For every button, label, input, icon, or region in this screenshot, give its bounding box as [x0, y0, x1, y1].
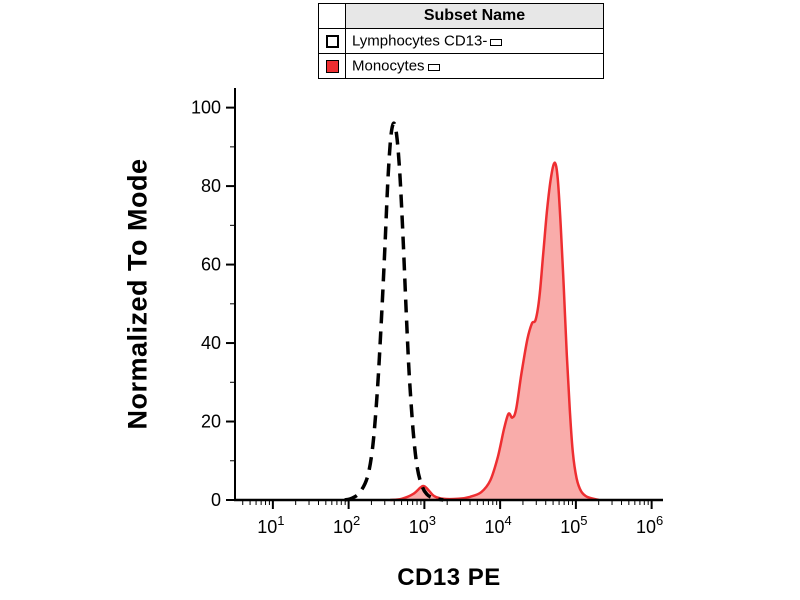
- x-tick-label: 102: [333, 513, 360, 537]
- monocytes-label-cell: Monocytes: [345, 53, 604, 79]
- legend-header-row: Subset Name: [318, 3, 604, 29]
- y-tick-label: 0: [211, 490, 221, 510]
- series-monocytes-line: [390, 161, 599, 502]
- monocytes-count-box: [427, 64, 440, 72]
- series-monocytes-fill: [390, 162, 599, 500]
- monocytes-label: Monocytes: [352, 57, 425, 75]
- x-axis-title: CD13 PE: [397, 564, 501, 591]
- y-axis-title: Normalized To Mode: [122, 158, 153, 430]
- y-tick-label: 20: [201, 412, 221, 432]
- legend-swatch-header: [318, 3, 346, 29]
- lymphocytes-count-box: [490, 39, 503, 47]
- x-tick-label: 106: [636, 513, 663, 537]
- legend: Subset Name Lymphocytes CD13- Monocytes: [318, 3, 604, 79]
- series-lymphocytes-cd13-line: [344, 121, 444, 502]
- x-tick-label: 101: [257, 513, 284, 537]
- y-tick-label: 40: [201, 333, 221, 353]
- y-tick-label: 60: [201, 255, 221, 275]
- lymphocytes-label: Lymphocytes CD13-: [352, 32, 488, 50]
- y-tick-label: 80: [201, 176, 221, 196]
- legend-header-label: Subset Name: [345, 3, 604, 29]
- y-tick-label: 100: [191, 98, 221, 118]
- monocytes-swatch-cell: [318, 53, 346, 79]
- legend-row-lymphocytes: Lymphocytes CD13-: [318, 28, 604, 54]
- lymphocytes-swatch-cell: [318, 28, 346, 54]
- lymphocytes-swatch-icon: [325, 35, 339, 49]
- lymphocytes-label-cell: Lymphocytes CD13-: [345, 28, 604, 54]
- x-tick-label: 105: [560, 513, 587, 537]
- x-tick-label: 104: [484, 513, 511, 537]
- monocytes-swatch-icon: [325, 60, 339, 74]
- legend-row-monocytes: Monocytes: [318, 53, 604, 79]
- x-tick-label: 103: [409, 513, 436, 537]
